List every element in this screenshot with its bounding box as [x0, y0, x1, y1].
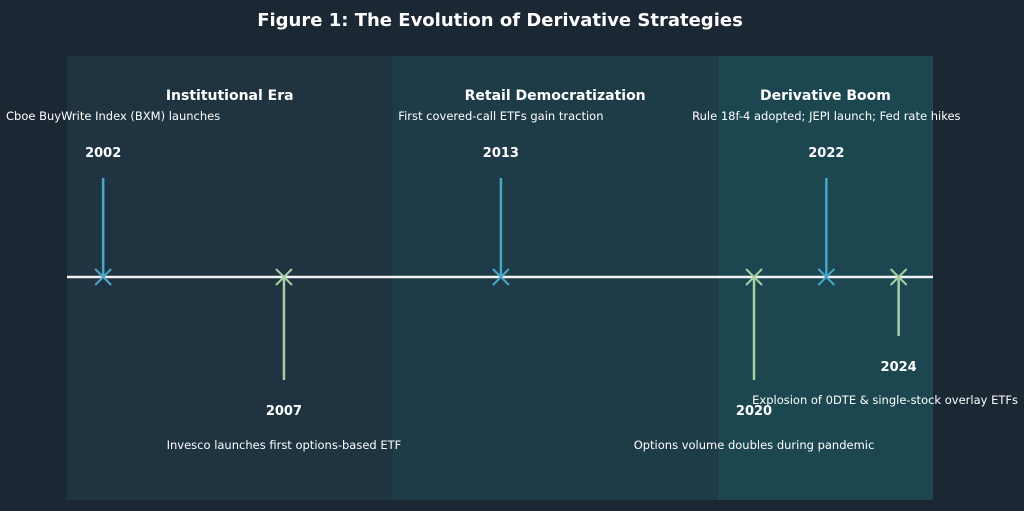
timeline-event: 2007 Invesco launches first options-based… — [167, 268, 402, 452]
event-marker — [889, 268, 908, 286]
timeline-event: 2020 Options volume doubles during pandem… — [634, 268, 875, 452]
figure-title: Figure 1: The Evolution of Derivative St… — [257, 10, 743, 31]
event-marker — [275, 268, 293, 286]
era-label: Retail Democratization — [465, 88, 646, 104]
timeline-event: 2022 Rule 18f-4 adopted; JEPI launch; Fed… — [692, 109, 961, 286]
event-year: 2007 — [266, 404, 302, 419]
event-marker — [94, 268, 112, 286]
era-labels: Institutional Era Retail Democratization D… — [166, 88, 891, 104]
event-marker — [745, 268, 763, 286]
event-description: First covered-call ETFs gain traction — [398, 109, 603, 123]
event-marker — [492, 268, 510, 286]
timeline-event: 2013 First covered-call ETFs gain tractio… — [398, 109, 603, 286]
event-year: 2022 — [808, 146, 844, 161]
event-year: 2002 — [85, 146, 121, 161]
event-year: 2020 — [736, 404, 772, 419]
event-description: Cboe BuyWrite Index (BXM) launches — [6, 109, 220, 123]
event-description: Rule 18f-4 adopted; JEPI launch; Fed rat… — [692, 109, 960, 123]
event-year: 2013 — [483, 146, 519, 161]
event-marker — [817, 268, 836, 286]
event-description: Explosion of 0DTE & single-stock overlay… — [752, 393, 1018, 407]
era-label: Derivative Boom — [760, 88, 891, 104]
era-label: Institutional Era — [166, 88, 294, 104]
timeline-event: 2024 Explosion of 0DTE & single-stock ove… — [752, 268, 1018, 407]
event-description: Invesco launches first options-based ETF — [167, 438, 402, 452]
timeline-event: 2002 Cboe BuyWrite Index (BXM) launches — [6, 109, 220, 286]
event-description: Options volume doubles during pandemic — [634, 438, 875, 452]
event-year: 2024 — [881, 360, 917, 375]
